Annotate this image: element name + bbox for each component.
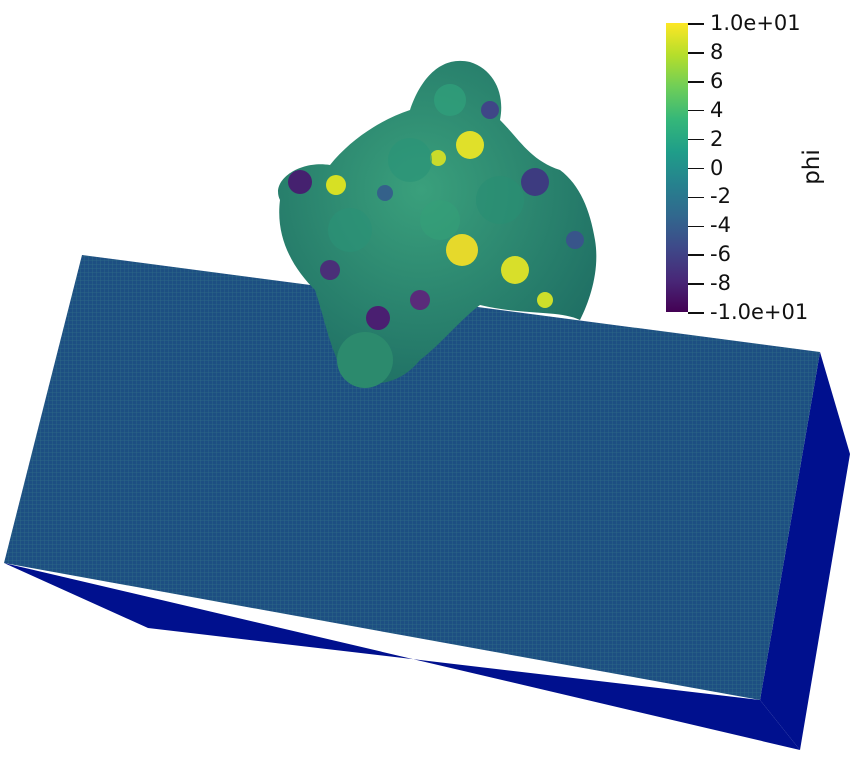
colorbar-tick-label: -8 [688,271,731,296]
colorbar-tick-label: -1.0e+01 [688,300,809,324]
colorbar-tick-mark [688,109,704,112]
colorbar-tick-label: 1.0e+01 [688,11,801,35]
colorbar-tick-mark [688,81,704,83]
colorbar-tick-mark [688,196,704,199]
colorbar-tick-text: 2 [710,126,724,151]
colorbar-tick-label: -4 [688,213,731,238]
colorbar-tick-mark [688,167,704,170]
colorbar-legend: 1.0e+01 8 6 4 2 0 -2 -4 -6 -8 -1.0e+01 phi [666,13,826,324]
box-front-face [4,255,820,700]
box-bottom-face [4,563,800,750]
colorbar-tick-mark [688,138,704,141]
colorbar-tick-text: -4 [710,213,731,238]
colorbar-tick-label: -2 [688,184,731,209]
colorbar-tick-label: 8 [688,39,724,64]
colorbar-title: phi [799,149,825,185]
colorbar-tick-text: 0 [710,155,724,180]
colorbar-tick-text: 4 [710,97,724,122]
colorbar-tick-label: -6 [688,242,731,267]
colorbar-tick-mark [688,254,704,256]
colorbar-tick-label: 0 [688,155,724,180]
colorbar-tick-text: -8 [710,271,731,296]
colorbar-tick-text: 6 [710,68,724,93]
colorbar-tick-mark [688,283,704,285]
colorbar-tick-text: -6 [710,242,731,267]
colorbar-tick-text: -2 [710,184,731,209]
box-right-face [760,352,850,750]
colorbar-tick-text: 1.0e+01 [710,11,801,35]
colorbar-tick-mark [688,52,704,54]
colorbar-tick-label: 4 [688,97,724,122]
colorbar-tick-mark [688,225,704,228]
colorbar-tick-mark [688,312,704,314]
colorbar-tick-label: 6 [688,68,724,93]
colorbar-tick-label: 2 [688,126,724,151]
colorbar-tick-mark [688,23,704,25]
colorbar-tick-text: -1.0e+01 [710,300,809,324]
colorbar-gradient [666,23,688,312]
molecule-surface [278,60,597,388]
colorbar-tick-text: 8 [710,39,724,64]
